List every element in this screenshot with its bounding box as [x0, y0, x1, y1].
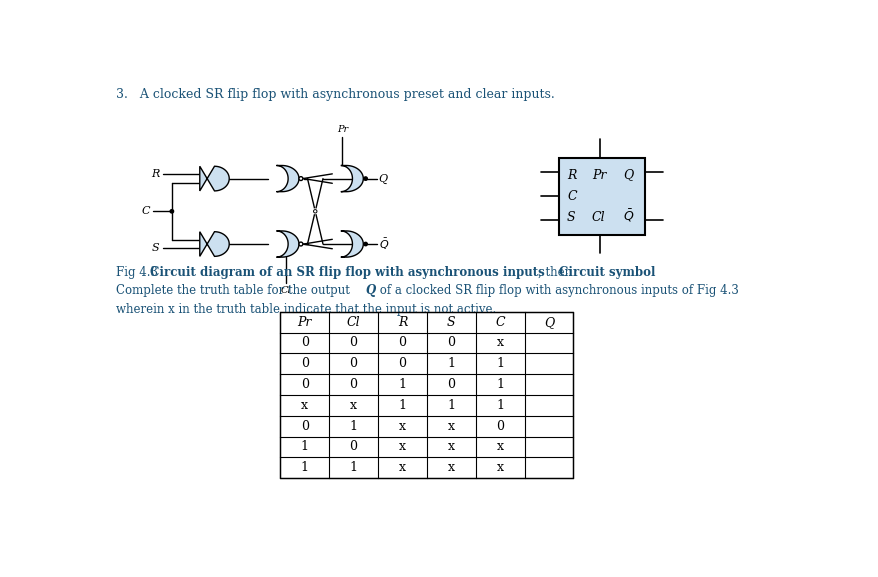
Text: 0: 0	[300, 378, 308, 391]
Text: 0: 0	[349, 357, 357, 370]
Text: 1: 1	[398, 378, 406, 391]
Text: Q: Q	[543, 316, 553, 329]
Text: Cl: Cl	[280, 286, 291, 295]
Text: R: R	[398, 316, 407, 329]
Text: C: C	[566, 190, 576, 203]
Text: Circuit diagram of an SR flip flop with asynchronous inputs: Circuit diagram of an SR flip flop with …	[150, 265, 544, 279]
Text: 1: 1	[495, 378, 503, 391]
Text: 1: 1	[349, 461, 357, 474]
Text: C: C	[494, 316, 504, 329]
Text: Q: Q	[378, 174, 387, 183]
Text: x: x	[496, 461, 503, 474]
Polygon shape	[277, 166, 299, 192]
Text: x: x	[447, 461, 454, 474]
Text: x: x	[301, 399, 308, 412]
Text: x: x	[447, 440, 454, 454]
Text: , then: , then	[538, 265, 576, 279]
Text: 0: 0	[300, 419, 308, 433]
Text: 0: 0	[349, 336, 357, 350]
Text: 1: 1	[447, 399, 455, 412]
FancyBboxPatch shape	[558, 158, 644, 235]
Circle shape	[299, 177, 303, 181]
Polygon shape	[341, 231, 363, 257]
Text: 1: 1	[495, 357, 503, 370]
Polygon shape	[199, 232, 229, 256]
Text: Circuit symbol: Circuit symbol	[558, 265, 655, 279]
Text: x: x	[399, 440, 406, 454]
Text: C: C	[141, 207, 150, 216]
Text: Pr: Pr	[591, 168, 606, 182]
Text: 1: 1	[447, 357, 455, 370]
Text: Pr: Pr	[336, 125, 348, 134]
Text: Pr: Pr	[298, 316, 312, 329]
Text: 0: 0	[398, 336, 406, 350]
Text: $\bar{Q}$: $\bar{Q}$	[623, 208, 634, 224]
Text: wherein x in the truth table indicate that the input is not active.: wherein x in the truth table indicate th…	[116, 302, 496, 316]
Text: S: S	[152, 243, 159, 253]
Text: of a clocked SR flip flop with asynchronous inputs of Fig 4.3: of a clocked SR flip flop with asynchron…	[375, 284, 738, 297]
Text: Q: Q	[623, 168, 632, 182]
Text: R: R	[566, 168, 576, 182]
Text: 1: 1	[300, 440, 308, 454]
Text: Cl: Cl	[591, 211, 605, 224]
Text: 3.   A clocked SR flip flop with asynchronous preset and clear inputs.: 3. A clocked SR flip flop with asynchron…	[116, 88, 554, 102]
Text: x: x	[447, 419, 454, 433]
Polygon shape	[199, 166, 229, 191]
Text: 0: 0	[349, 440, 357, 454]
Text: x: x	[496, 440, 503, 454]
Text: 1: 1	[349, 419, 357, 433]
Text: 0: 0	[300, 357, 308, 370]
Circle shape	[363, 242, 367, 246]
Text: Fig 4.3: Fig 4.3	[116, 265, 162, 279]
Circle shape	[313, 209, 317, 213]
Text: 1: 1	[300, 461, 308, 474]
Polygon shape	[277, 231, 299, 257]
Text: R: R	[151, 169, 159, 179]
Text: 0: 0	[495, 419, 503, 433]
Polygon shape	[341, 166, 363, 192]
Text: S: S	[446, 316, 455, 329]
Text: 1: 1	[495, 399, 503, 412]
Text: x: x	[349, 399, 356, 412]
Circle shape	[313, 209, 317, 213]
Text: x: x	[399, 419, 406, 433]
Text: 0: 0	[300, 336, 308, 350]
Text: 0: 0	[447, 336, 455, 350]
Circle shape	[363, 177, 367, 180]
Text: x: x	[399, 461, 406, 474]
Text: 0: 0	[447, 378, 455, 391]
Text: Q: Q	[365, 284, 376, 297]
Text: Complete the truth table for the output: Complete the truth table for the output	[116, 284, 353, 297]
Text: $\bar{Q}$: $\bar{Q}$	[378, 237, 389, 252]
Text: 0: 0	[349, 378, 357, 391]
Text: x: x	[496, 336, 503, 350]
Circle shape	[170, 209, 173, 213]
Text: Cl: Cl	[347, 316, 360, 329]
Text: S: S	[566, 211, 575, 224]
Text: 1: 1	[398, 399, 406, 412]
FancyBboxPatch shape	[280, 312, 572, 478]
Circle shape	[299, 242, 303, 246]
Text: 0: 0	[398, 357, 406, 370]
